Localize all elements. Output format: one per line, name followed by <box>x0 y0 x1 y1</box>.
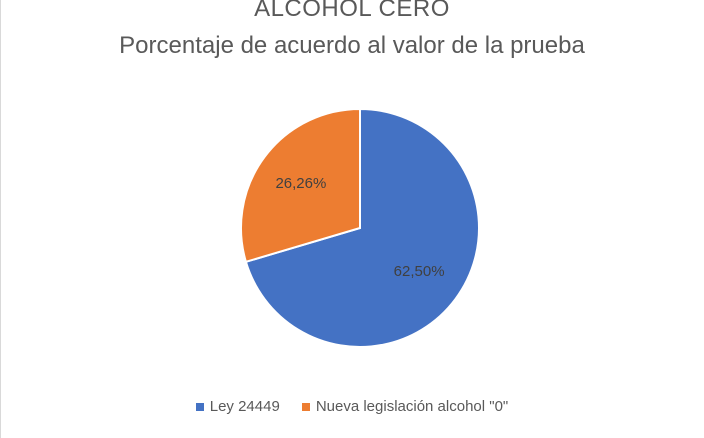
pie-slice-0[interactable] <box>244 107 480 348</box>
chart-border <box>0 0 1 438</box>
pie-slices <box>240 107 480 348</box>
legend-item-0[interactable]: Ley 24449 <box>195 398 280 415</box>
pie-slice-1[interactable] <box>240 107 361 264</box>
legend-swatch-0 <box>195 402 204 411</box>
legend-swatch-1 <box>301 402 310 411</box>
legend-item-1[interactable]: Nueva legislación alcohol "0" <box>301 398 509 415</box>
chart-title: ALCOHOL CERO <box>254 0 450 22</box>
legend-label-1: Nueva legislación alcohol "0" <box>315 398 509 415</box>
pie-data-label-1: 26,26% <box>275 175 326 192</box>
pie-data-labels: 62,50% 26,26% <box>275 175 444 280</box>
legend: Ley 24449 Nueva legislación alcohol "0" <box>0 398 704 415</box>
pie-data-label-0: 62,50% <box>394 263 445 280</box>
legend-label-0: Ley 24449 <box>209 398 280 415</box>
chart-subtitle: Porcentaje de acuerdo al valor de la pru… <box>119 32 585 59</box>
